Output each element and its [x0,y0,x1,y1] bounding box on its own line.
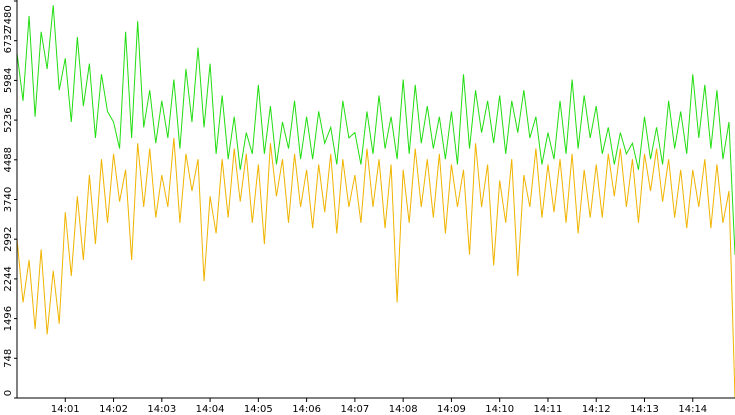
series-line [16,137,735,399]
x-tick-label: 14:14 [678,404,707,415]
x-tick-label: 14:05 [244,404,273,415]
y-tick-label: 1496 [3,306,14,331]
x-tick-label: 14:10 [485,404,514,415]
x-tick-label: 14:13 [630,404,659,415]
y-tick-label: 0 [3,390,14,396]
x-tick-label: 14:08 [389,404,418,415]
x-tick-label: 14:07 [340,404,369,415]
y-tick-label: 2992 [3,226,14,251]
y-tick-label: 4488 [3,147,14,172]
y-tick-label: 748 [3,349,14,368]
y-tick-label: 5984 [3,68,14,93]
x-tick-label: 14:09 [437,404,466,415]
x-tick-label: 14:01 [51,404,80,415]
y-tick-label: 7480 [3,5,14,30]
x-tick-label: 14:06 [292,404,321,415]
x-tick-label: 14:11 [534,404,563,415]
x-tick-label: 14:02 [99,404,128,415]
y-tick-label: 2244 [3,266,14,291]
y-tick-label: 6732 [3,28,14,53]
series-line [16,5,735,255]
y-tick-label: 5236 [3,107,14,132]
y-tick-label: 3740 [3,187,14,212]
x-tick-label: 14:03 [147,404,176,415]
x-tick-label: 14:12 [582,404,611,415]
x-tick-label: 14:04 [196,404,225,415]
